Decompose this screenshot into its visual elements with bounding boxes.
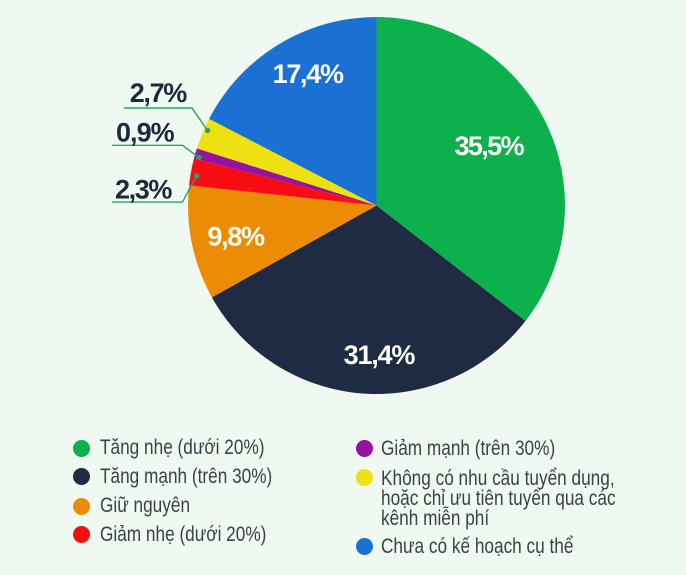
svg-text:35,5%: 35,5% — [455, 131, 525, 161]
svg-text:2,3%: 2,3% — [115, 175, 173, 205]
svg-text:17,4%: 17,4% — [273, 59, 344, 89]
svg-text:0,9%: 0,9% — [116, 118, 175, 148]
svg-text:2,7%: 2,7% — [130, 78, 188, 108]
svg-text:9,8%: 9,8% — [207, 221, 265, 251]
svg-text:31,4%: 31,4% — [344, 340, 416, 370]
